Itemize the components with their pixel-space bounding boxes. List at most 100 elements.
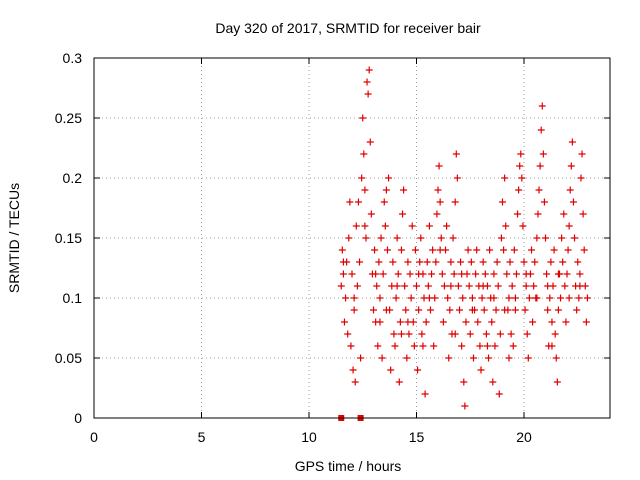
data-point xyxy=(559,258,567,266)
data-point xyxy=(342,294,350,302)
data-point xyxy=(349,366,357,374)
data-point xyxy=(348,270,356,278)
data-point xyxy=(461,402,469,410)
data-point xyxy=(362,234,370,242)
data-point xyxy=(536,162,544,170)
data-point xyxy=(447,258,455,266)
data-point xyxy=(378,354,386,362)
data-point xyxy=(393,282,401,290)
y-tick-label: 0.15 xyxy=(55,230,82,246)
data-point xyxy=(479,282,487,290)
grid xyxy=(94,58,610,418)
data-point xyxy=(503,270,511,278)
data-point xyxy=(375,258,383,266)
data-point xyxy=(567,162,575,170)
data-point xyxy=(544,306,552,314)
data-point xyxy=(351,378,359,386)
y-tick-label: 0.05 xyxy=(55,350,82,366)
data-point xyxy=(438,270,446,278)
data-point xyxy=(446,306,454,314)
data-point xyxy=(497,234,505,242)
data-point xyxy=(478,294,486,302)
data-point xyxy=(518,174,526,182)
data-point xyxy=(415,270,423,278)
data-point xyxy=(418,330,426,338)
data-point xyxy=(539,150,547,158)
data-point xyxy=(499,198,506,206)
data-point xyxy=(456,306,463,314)
data-point xyxy=(338,246,346,254)
data-point xyxy=(392,294,400,302)
x-tick-label: 10 xyxy=(301,429,317,445)
data-point xyxy=(397,246,405,254)
data-point xyxy=(337,282,345,290)
data-point xyxy=(419,342,427,350)
data-point xyxy=(521,306,529,314)
data-point xyxy=(579,210,587,218)
data-point xyxy=(402,306,410,314)
data-point xyxy=(346,198,354,206)
data-point xyxy=(548,342,556,350)
data-point xyxy=(583,294,591,302)
data-point xyxy=(469,354,477,362)
data-point xyxy=(356,258,364,266)
data-point xyxy=(340,318,348,326)
data-point xyxy=(389,258,397,266)
data-point xyxy=(440,282,448,290)
data-point xyxy=(417,234,425,242)
data-point xyxy=(364,90,372,98)
data-point xyxy=(573,306,581,314)
data-point xyxy=(439,318,447,326)
data-point xyxy=(354,198,362,206)
data-point xyxy=(557,294,565,302)
x-tick-label: 0 xyxy=(90,429,98,445)
data-point xyxy=(413,282,420,290)
data-point xyxy=(399,210,407,218)
data-point xyxy=(350,306,358,314)
data-point xyxy=(493,258,501,266)
data-point xyxy=(577,174,585,182)
data-point xyxy=(563,270,571,278)
data-point xyxy=(522,270,530,278)
data-point xyxy=(460,378,468,386)
data-point xyxy=(414,366,422,374)
data-point xyxy=(506,258,514,266)
data-point xyxy=(529,318,537,326)
data-point xyxy=(546,294,554,302)
data-point xyxy=(404,258,412,266)
data-point xyxy=(564,246,572,254)
data-point xyxy=(444,294,452,302)
data-point xyxy=(401,282,409,290)
y-tick-label: 0.25 xyxy=(55,110,82,126)
data-point xyxy=(547,258,555,266)
data-point xyxy=(558,234,566,242)
data-point xyxy=(516,162,524,170)
data-point xyxy=(534,210,542,218)
data-point xyxy=(360,150,368,158)
data-point xyxy=(507,330,515,338)
data-point xyxy=(406,270,414,278)
data-point xyxy=(489,378,497,386)
data-point xyxy=(519,222,527,230)
data-point xyxy=(490,270,498,278)
data-point xyxy=(435,162,443,170)
data-point xyxy=(554,306,562,314)
data-point xyxy=(551,330,559,338)
data-point xyxy=(501,306,509,314)
data-point xyxy=(540,198,548,206)
data-point xyxy=(568,138,576,146)
data-point xyxy=(353,282,361,290)
data-point xyxy=(517,150,525,158)
data-point xyxy=(552,354,560,362)
data-point xyxy=(508,282,516,290)
data-point xyxy=(393,234,401,242)
data-point xyxy=(528,246,536,254)
data-point xyxy=(352,222,360,230)
chart-title: Day 320 of 2017, SRMTID for receiver bai… xyxy=(215,20,481,36)
data-point xyxy=(387,366,395,374)
data-point xyxy=(451,198,459,206)
data-point xyxy=(339,258,347,266)
data-point xyxy=(451,330,459,338)
data-point xyxy=(385,174,393,182)
data-point xyxy=(548,318,556,326)
